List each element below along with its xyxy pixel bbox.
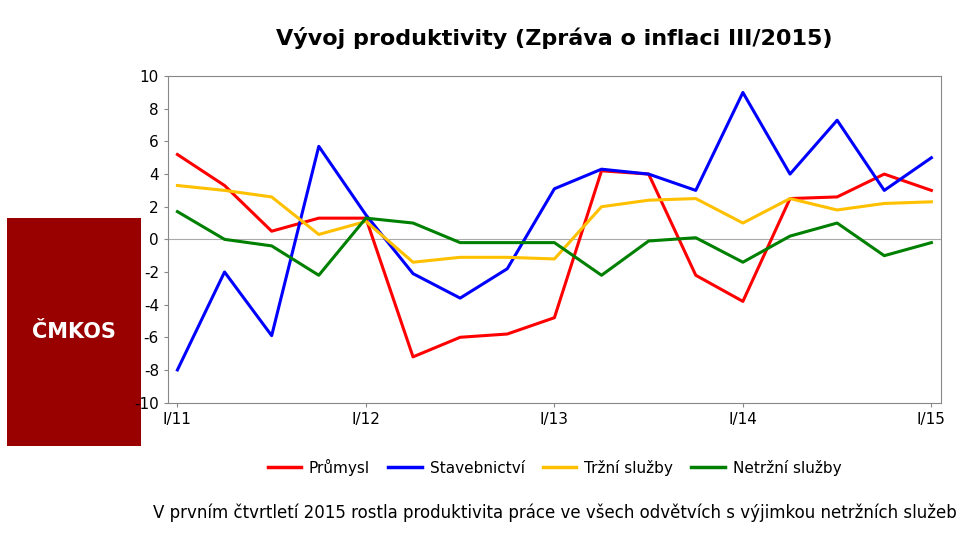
Text: V prvním čtvrtletí 2015 rostla produktivita práce ve všech odvětvích s výjimkou : V prvním čtvrtletí 2015 rostla produktiv… <box>153 504 956 522</box>
Text: ČMKOS: ČMKOS <box>33 322 116 342</box>
Legend: Průmysl, Stavebnictví, Tržní služby, Netržní služby: Průmysl, Stavebnictví, Tržní služby, Net… <box>261 453 848 482</box>
FancyBboxPatch shape <box>8 218 141 446</box>
Text: Vývoj produktivity (Zpráva o inflaci III/2015): Vývoj produktivity (Zpráva o inflaci III… <box>276 27 832 49</box>
